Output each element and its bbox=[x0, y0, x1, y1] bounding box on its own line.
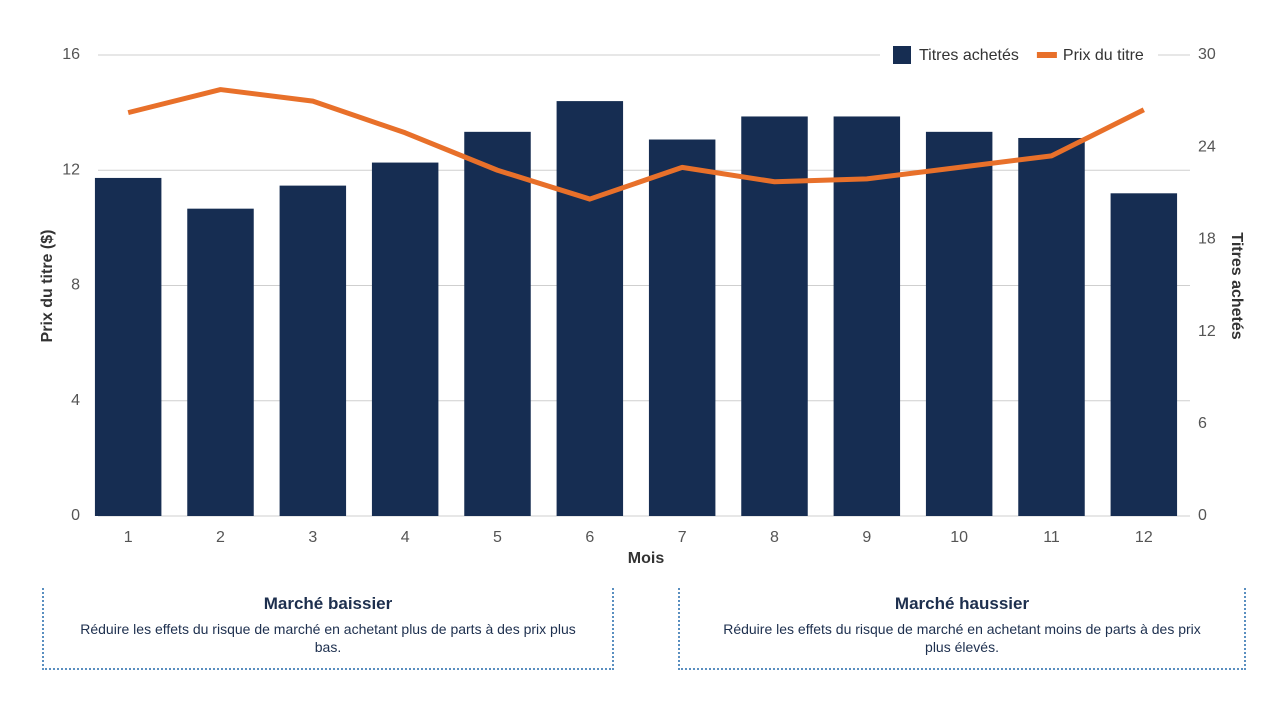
y2-tick-label: 30 bbox=[1198, 46, 1216, 63]
bar bbox=[94, 177, 162, 516]
bar bbox=[833, 116, 901, 516]
x-tick-label: 11 bbox=[1043, 529, 1060, 546]
y2-tick-label: 12 bbox=[1198, 323, 1216, 340]
bar bbox=[648, 139, 716, 516]
y2-tick-label: 18 bbox=[1198, 231, 1216, 248]
legend-bg bbox=[880, 40, 1158, 72]
legend-label: Prix du titre bbox=[1063, 47, 1144, 64]
x-tick-label: 7 bbox=[678, 529, 687, 546]
y2-tick-label: 6 bbox=[1198, 415, 1207, 432]
legend-label: Titres achetés bbox=[919, 47, 1019, 64]
bar bbox=[279, 185, 347, 516]
y2-axis-title: Titres achetés bbox=[1228, 232, 1245, 339]
x-tick-label: 4 bbox=[401, 529, 410, 546]
x-tick-label: 9 bbox=[862, 529, 871, 546]
panel-text: Réduire les effets du risque de marché e… bbox=[80, 621, 576, 655]
bar bbox=[556, 101, 624, 516]
legend-swatch bbox=[1036, 52, 1057, 58]
x-tick-label: 5 bbox=[493, 529, 502, 546]
y-tick-label: 0 bbox=[71, 507, 80, 524]
x-axis-title: Mois bbox=[628, 550, 665, 567]
y-tick-label: 8 bbox=[71, 277, 80, 294]
bar bbox=[1110, 193, 1178, 517]
y-axis-title: Prix du titre ($) bbox=[39, 230, 56, 343]
y-tick-label: 12 bbox=[62, 161, 80, 178]
x-tick-label: 10 bbox=[950, 529, 968, 546]
x-tick-label: 12 bbox=[1135, 529, 1153, 546]
y2-tick-label: 0 bbox=[1198, 507, 1207, 524]
bar bbox=[1018, 137, 1085, 517]
bar bbox=[371, 162, 439, 517]
y2-tick-label: 24 bbox=[1198, 138, 1216, 155]
note-panel: Marché haussier Réduire les effets du ri… bbox=[678, 588, 1246, 670]
panel-title: Marché baissier bbox=[263, 594, 393, 613]
x-tick-label: 8 bbox=[770, 529, 779, 546]
note-panel: Marché baissier Réduire les effets du ri… bbox=[42, 588, 614, 670]
x-tick-label: 1 bbox=[124, 529, 133, 546]
chart: Mois Prix du titre ($) Titres achetés 0 4… bbox=[39, 40, 1245, 568]
bar bbox=[464, 131, 531, 517]
bar bbox=[925, 131, 993, 517]
x-tick-label: 6 bbox=[585, 529, 594, 546]
y-tick-label: 4 bbox=[71, 392, 80, 409]
line bbox=[127, 87, 1145, 202]
x-tick-label: 3 bbox=[308, 529, 317, 546]
legend-swatch bbox=[893, 46, 911, 64]
panel-title: Marché haussier bbox=[894, 594, 1030, 613]
x-tick-label: 2 bbox=[216, 529, 225, 546]
panel-text: Réduire les effets du risque de marché e… bbox=[723, 621, 1201, 655]
bar bbox=[187, 208, 254, 516]
y-tick-label: 16 bbox=[62, 46, 80, 63]
